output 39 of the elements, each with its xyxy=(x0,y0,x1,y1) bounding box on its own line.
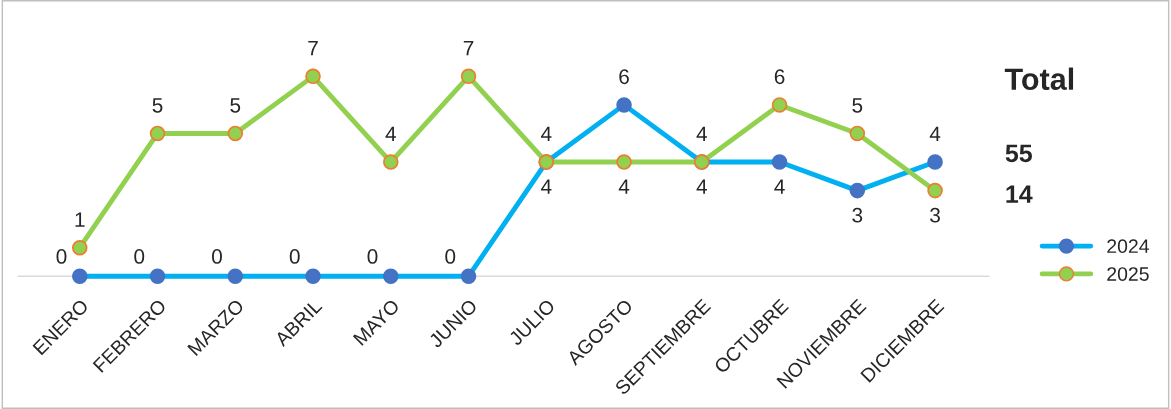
point xyxy=(849,125,866,142)
data-label: 4 xyxy=(618,179,630,194)
legend-label: 2025 xyxy=(1107,267,1149,281)
data-label: 5 xyxy=(230,98,241,113)
data-label: 4 xyxy=(540,179,552,194)
text: 14 xyxy=(1006,185,1033,203)
data-label: 0 xyxy=(212,249,222,264)
point xyxy=(460,68,477,85)
data-label: 7 xyxy=(308,41,318,56)
text: Total xyxy=(1004,67,1074,90)
data-label: 7 xyxy=(463,41,474,56)
legend-label: 2024 xyxy=(1107,239,1149,254)
data-label: 4 xyxy=(696,179,707,194)
data-label: 4 xyxy=(929,126,941,142)
point xyxy=(927,182,943,199)
data-label: 5 xyxy=(152,98,163,113)
data-label: 5 xyxy=(852,98,863,113)
data-label: 0 xyxy=(134,249,145,264)
point xyxy=(616,154,632,170)
data-label: 4 xyxy=(540,126,552,142)
point xyxy=(149,125,166,142)
data-label: 4 xyxy=(696,126,707,142)
data-label: 6 xyxy=(619,69,629,85)
data-label: 0 xyxy=(56,249,67,264)
data-label: 3 xyxy=(852,207,863,223)
data-label: 0 xyxy=(289,249,300,264)
data-label: 6 xyxy=(774,69,785,85)
point xyxy=(305,68,321,85)
text: 55 xyxy=(1005,144,1032,163)
data-label: 3 xyxy=(930,207,940,223)
point xyxy=(227,125,244,142)
data-label: 1 xyxy=(75,212,85,227)
data-label: 0 xyxy=(367,249,378,264)
data-label: 0 xyxy=(445,249,456,264)
point xyxy=(383,154,399,170)
data-label: 4 xyxy=(774,179,785,194)
point xyxy=(71,239,88,256)
point xyxy=(771,97,788,113)
data-label: 4 xyxy=(385,126,396,142)
